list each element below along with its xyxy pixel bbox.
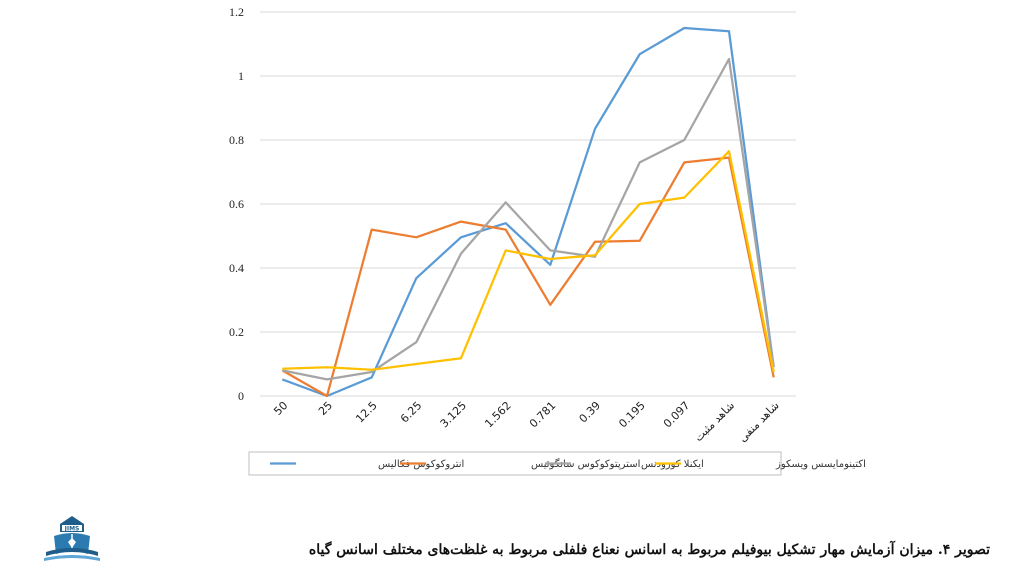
series-line-2: [281, 156, 775, 398]
x-tick-label: 12.5: [353, 399, 380, 426]
legend-box: [248, 451, 782, 476]
y-tick-label: 0: [238, 389, 244, 403]
series-line-4: [282, 150, 775, 373]
x-tick-label: 1.562: [482, 399, 513, 430]
x-tick-label: 0.39: [577, 399, 604, 426]
x-tick-label: شاهد منفی: [736, 399, 782, 445]
x-tick-label: 6.25: [398, 399, 425, 426]
series-line-1: [281, 26, 775, 398]
legend-label-2: استرپتوکوکوس سانگوئیس: [531, 458, 640, 470]
logo-text: JIMS: [64, 526, 80, 533]
y-tick-label: 0.6: [229, 197, 244, 211]
x-tick-label: شاهد مثبت: [692, 399, 737, 444]
y-tick-label: 0.2: [229, 325, 244, 339]
y-axis-ticks: 0 0.2 0.4 0.6 0.8 1 1.2: [229, 5, 244, 403]
x-tick-label: 0.097: [661, 399, 692, 430]
y-tick-label: 0.4: [229, 261, 244, 275]
x-tick-label: 3.125: [438, 399, 469, 430]
y-tick-label: 1: [238, 69, 244, 83]
x-tick-label: 0.195: [616, 399, 647, 430]
figure-caption: تصویر ۴. میزان آزمایش مهار تشکیل بیوفیلم…: [308, 542, 990, 558]
x-axis-ticks: 50 25 12.5 6.25 3.125 1.562 0.781 0.39 0.195 0.09…: [271, 399, 781, 445]
x-tick-label: 25: [316, 399, 335, 418]
x-tick-label: 0.781: [527, 399, 558, 430]
x-tick-label: 50: [271, 399, 290, 418]
legend-label-4: اکتینومایسس ویسکوز: [775, 459, 866, 470]
y-tick-label: 1.2: [229, 5, 244, 19]
journal-logo: JIMS: [40, 514, 104, 566]
y-tick-label: 0.8: [229, 133, 244, 147]
chart-gridlines: [260, 11, 796, 397]
chart-series-lines: [281, 26, 775, 398]
chart-legend: انتروکوکوس فکالیس استرپتوکوکوس سانگوئیس ای…: [248, 451, 866, 476]
series-line-3: [282, 57, 775, 381]
